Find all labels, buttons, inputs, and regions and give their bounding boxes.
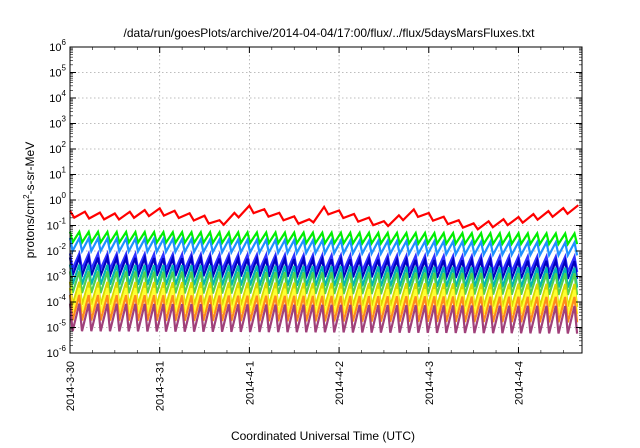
y-tick-label: 10-2 xyxy=(47,242,67,258)
series-line-2 xyxy=(68,229,579,247)
y-tick-label: 101 xyxy=(49,166,66,182)
y-tick-label: 10-3 xyxy=(47,268,67,284)
chart-title: /data/run/goesPlots/archive/2014-04-04/1… xyxy=(124,26,536,40)
y-tick-label: 10-1 xyxy=(47,217,67,233)
y-tick-label: 103 xyxy=(49,115,66,131)
x-tick-label: 2014-4-4 xyxy=(513,361,525,405)
y-tick-label: 10-4 xyxy=(47,293,67,309)
x-tick-label: 2014-4-1 xyxy=(244,361,256,405)
series-line-1 xyxy=(69,203,579,231)
x-tick-label: 2014-4-3 xyxy=(424,361,436,405)
x-axis-label: Coordinated Universal Time (UTC) xyxy=(231,429,415,443)
y-tick-label: 10-5 xyxy=(47,319,67,335)
series-line-3 xyxy=(68,234,579,259)
y-tick-label: 100 xyxy=(49,191,66,207)
x-tick-label: 2014-3-31 xyxy=(155,361,167,411)
x-tick-label: 2014-3-30 xyxy=(65,361,77,411)
series-layer xyxy=(68,203,579,334)
series-line-11 xyxy=(68,303,579,334)
series-line-7 xyxy=(68,271,579,296)
x-tick-label: 2014-4-2 xyxy=(334,361,346,405)
y-tick-label: 10-6 xyxy=(47,344,67,360)
y-tick-label: 106 xyxy=(49,38,66,54)
y-tick-label: 102 xyxy=(49,140,66,156)
y-tick-label: 104 xyxy=(49,89,66,105)
ticks: 10-6 10-5 10-4 10-3 10-2 10-1 100 101 102 103 104 1… xyxy=(47,38,582,411)
y-axis-label: protons/cm2-s-sr-MeV xyxy=(22,142,37,258)
y-tick-label: 105 xyxy=(49,64,66,80)
